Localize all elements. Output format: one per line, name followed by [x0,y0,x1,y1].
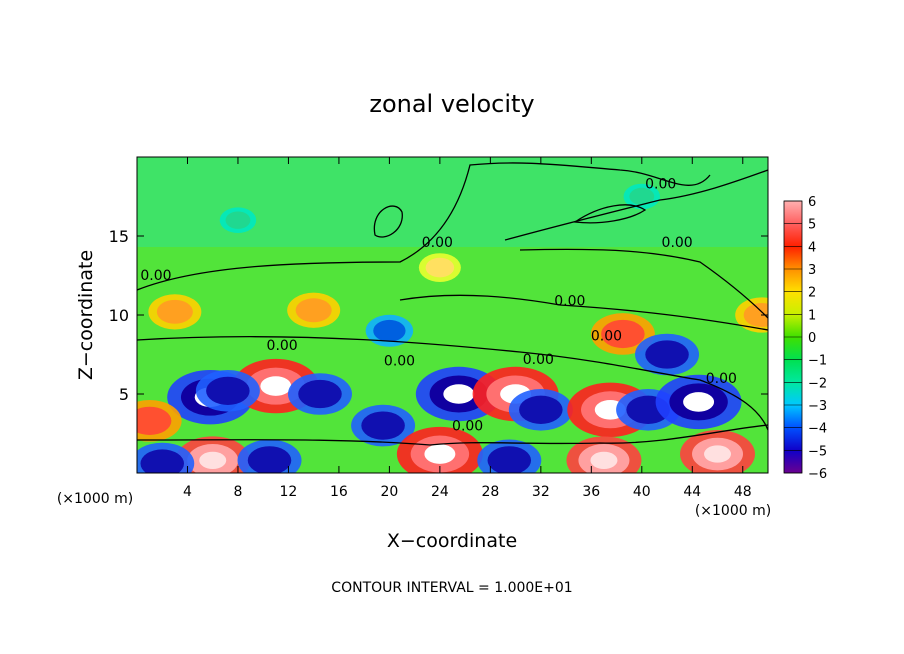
anomaly-cell [148,294,202,330]
contour-label: 0.00 [662,235,693,251]
anomaly-cell [287,292,341,328]
contour-label: 0.00 [422,235,453,251]
colorbar-tick-label: −4 [808,422,827,437]
colorbar-tick-label: 0 [808,331,816,346]
x-tick-label: 28 [481,484,499,500]
x-tick-label: 40 [633,484,651,500]
x-tick-label: 8 [233,484,242,500]
colorbar-tick-label: 2 [808,286,816,301]
colorbar-tick-label: 5 [808,218,816,233]
zero-contours [137,162,768,446]
contour-line [137,424,768,446]
colorbar-tick-label: −6 [808,467,827,482]
contour-line [519,248,768,319]
contour-line [137,162,711,291]
colorbar-tick-label: −5 [808,444,827,459]
x-tick-label: 36 [582,484,600,500]
anomaly-cell [508,389,573,431]
contour-label: 0.00 [384,354,415,370]
anomaly-cell [477,439,542,473]
contour-line [137,336,768,431]
anomaly-cell [219,207,257,233]
anomaly-cell [351,404,416,447]
contour-label: 0.00 [140,268,171,284]
colorbar-tick-label: 1 [808,308,816,323]
contour-line [504,169,768,241]
anomaly-cell [137,442,195,473]
contour-label: 0.00 [452,418,483,434]
colorbar-tick-label: −3 [808,399,827,414]
contour-interval-note: CONTOUR INTERVAL = 1.000E+01 [331,580,572,596]
anomaly-cell [365,314,414,347]
anomaly-cell [635,333,700,376]
contour-line [573,204,647,224]
x-tick-label: 4 [183,484,192,500]
x-tick-label: 32 [532,484,550,500]
contour-label: 0.00 [706,371,737,387]
anomaly-cell [566,436,642,473]
contour-label: 0.00 [523,352,554,368]
anomaly-cell [195,370,260,412]
anomaly-cell [680,430,756,473]
y-tick-label: 15 [109,227,129,246]
colorbar-tick-label: −2 [808,376,827,391]
x-tick-label: 20 [380,484,398,500]
colorbar-tick-label: 4 [808,240,816,255]
colorbar: 6 5 4 3 2 1 0 −1 −2 −3 −4 −5 −6 [783,195,827,482]
contour-label: 0.00 [645,177,676,193]
anomaly-cell [418,253,461,282]
x-tick-label: 24 [431,484,449,500]
x-tick-label: 16 [330,484,348,500]
anomaly-cell [287,373,352,415]
anomaly-cell [237,439,302,473]
anomaly-cell [137,400,182,442]
chart-title: zonal velocity [369,90,534,118]
y-tick-label: 5 [119,385,129,404]
anomaly-cell [735,297,768,333]
x-axis-label: X−coordinate [387,530,517,552]
contour-label: 0.00 [267,338,298,354]
contour-line [399,294,768,331]
contour-line [373,205,403,238]
colorbar-tick-label: 3 [808,263,816,278]
colorbar-tick-label: 6 [808,195,816,210]
anomaly-cell [590,313,655,355]
y-tick-label: 10 [109,306,129,325]
upper-layer-band [137,157,768,247]
y-axis-label: Z−coordinate [75,250,97,380]
x-units-left: (×1000 m) [57,491,133,507]
x-tick-label: 44 [683,484,701,500]
contour-label: 0.00 [554,294,585,310]
x-units-right: (×1000 m) [695,503,771,519]
x-tick-label: 48 [734,484,752,500]
colorbar-tick-label: −1 [808,354,827,369]
contour-label: 0.00 [591,328,622,344]
x-tick-label: 12 [280,484,298,500]
plot-area: 0.00 0.00 0.00 0.00 0.00 0.00 0.00 0.00 0.00 0.00… [137,157,768,473]
